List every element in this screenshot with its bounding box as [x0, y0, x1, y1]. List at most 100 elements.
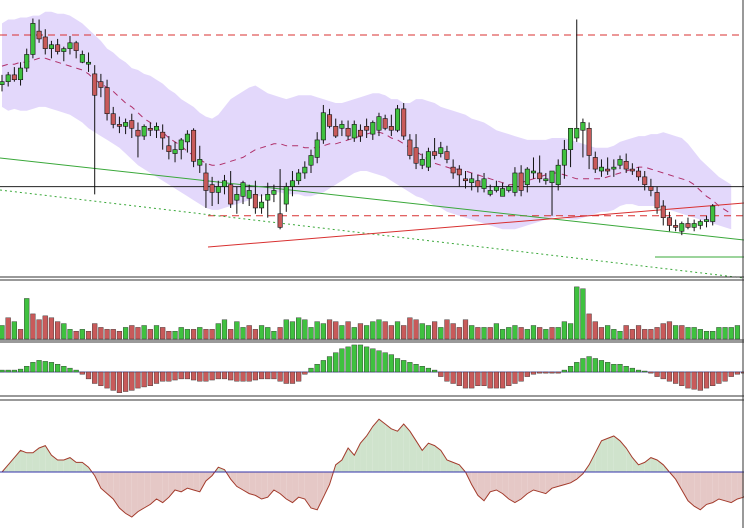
histogram-bar: [147, 371, 153, 387]
candle-up: [679, 223, 685, 232]
candle-down: [654, 192, 660, 209]
candle-down: [642, 176, 648, 185]
oscillator-area-positive: [620, 440, 627, 472]
oscillator-area-positive: [39, 445, 46, 472]
volume-bar: [394, 321, 401, 340]
candle-up: [178, 139, 184, 150]
volume-bar: [252, 329, 258, 340]
oscillator-area-negative: [725, 472, 732, 503]
candle-up: [598, 166, 604, 172]
volume-bar: [697, 329, 703, 340]
oscillator-area-negative: [273, 472, 281, 494]
candle-up: [351, 124, 357, 139]
candle-down: [413, 147, 419, 164]
histogram-bar: [246, 371, 252, 382]
oscillator-area-negative: [236, 472, 244, 490]
volume-bar: [716, 327, 722, 340]
volume-bar: [635, 325, 642, 340]
candle-up: [302, 166, 308, 174]
candle-up: [123, 122, 129, 127]
volume-bar: [382, 321, 388, 340]
volume-bar: [487, 327, 493, 340]
histogram-bar: [314, 364, 320, 373]
histogram-bar: [469, 371, 475, 389]
volume-bar: [116, 331, 123, 340]
oscillator-area-positive: [26, 452, 33, 472]
histogram-bar: [326, 356, 333, 373]
oscillator-area-negative: [280, 472, 287, 499]
histogram-bar: [605, 362, 611, 373]
volume-bar: [73, 331, 79, 340]
histogram-bar: [388, 354, 394, 373]
histogram-bar: [598, 360, 605, 373]
volume-bar: [326, 319, 333, 340]
candle-down: [203, 172, 209, 191]
candle-down: [135, 129, 141, 137]
oscillator-area-positive: [385, 424, 392, 472]
histogram-bar: [11, 369, 17, 373]
histogram-bar: [160, 371, 166, 382]
histogram-bar: [116, 371, 123, 393]
oscillator-area-positive: [453, 462, 460, 472]
histogram-bar: [394, 358, 401, 373]
histogram-bar: [716, 371, 722, 384]
histogram-bar: [580, 358, 586, 373]
volume-bar: [728, 327, 734, 340]
volume-bar: [289, 321, 296, 340]
oscillator-area-positive: [422, 443, 429, 472]
candle-down: [209, 184, 215, 193]
candle-up: [617, 159, 623, 166]
oscillator-area-negative: [700, 472, 707, 510]
histogram-bar: [79, 371, 85, 375]
candle-down: [55, 44, 61, 52]
volume-bar: [11, 321, 17, 340]
candle-up: [376, 116, 382, 131]
candle-up: [580, 122, 586, 131]
volume-bar: [302, 319, 308, 340]
histogram-bar: [283, 371, 289, 384]
candle-down: [673, 225, 679, 228]
histogram-bar: [333, 352, 339, 373]
volume-bar: [240, 327, 246, 340]
volume-bar: [388, 325, 394, 340]
candle-up: [530, 170, 536, 174]
trend-line-red: [207, 202, 744, 248]
candle-up: [524, 168, 530, 185]
candle-up: [314, 139, 320, 158]
volume-bar: [450, 323, 456, 340]
oscillator-area-positive: [589, 452, 596, 472]
histogram-bar: [370, 348, 376, 373]
candle-up: [5, 74, 11, 82]
volume-bar: [24, 298, 30, 340]
candle-up: [339, 124, 345, 129]
candle-up: [271, 190, 277, 195]
candle-up: [395, 108, 401, 131]
histogram-bar: [728, 371, 734, 377]
histogram-bar: [17, 368, 24, 373]
histogram-bar: [629, 367, 635, 373]
oscillator-area-negative: [199, 472, 206, 492]
histogram-bar: [0, 369, 5, 373]
candle-up: [265, 194, 271, 201]
candle-up: [370, 122, 376, 135]
volume-bar: [475, 327, 481, 340]
oscillator-area-positive: [403, 424, 410, 472]
histogram-bar: [543, 371, 549, 374]
candle-down: [623, 161, 629, 170]
volume-bar: [283, 319, 289, 340]
candle-down: [116, 124, 122, 127]
oscillator-area-positive: [428, 443, 435, 472]
volume-bar: [469, 325, 475, 340]
volume-bar: [691, 327, 697, 340]
histogram-bar: [129, 371, 135, 391]
histogram-bar: [438, 371, 444, 377]
candle-up: [18, 67, 24, 81]
histogram-bar: [153, 371, 160, 384]
histogram-bar: [499, 371, 506, 389]
histogram-bar: [24, 366, 30, 373]
candle-down: [104, 87, 110, 115]
oscillator-area-positive: [63, 457, 70, 472]
oscillator-area-negative: [131, 472, 138, 517]
histogram-bar: [617, 364, 623, 373]
candle-up: [283, 186, 289, 205]
